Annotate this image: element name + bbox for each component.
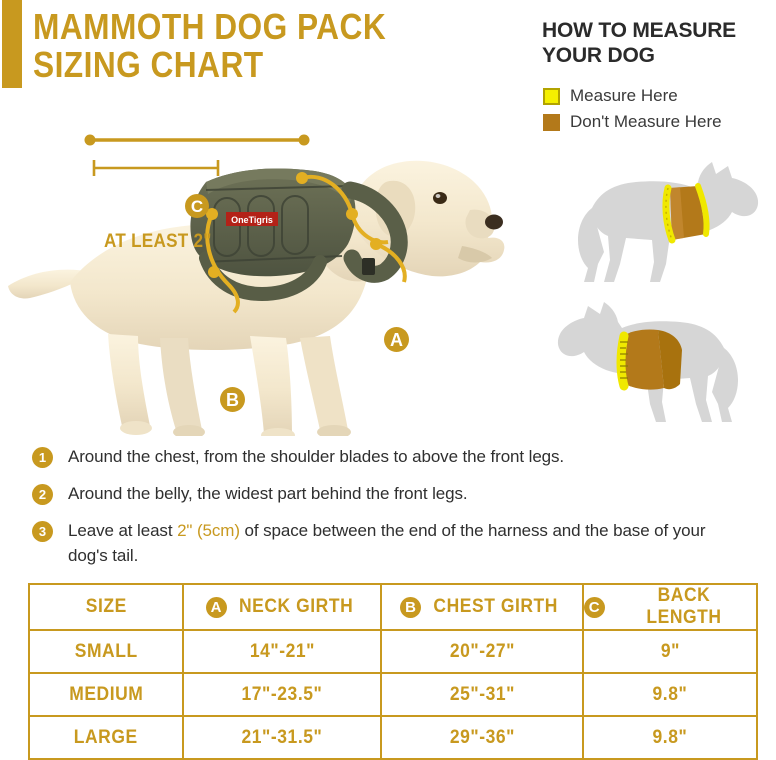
legend-item-dont-measure-here: Don't Measure Here (543, 112, 773, 132)
sizing-table: SIZE A NECK GIRTH B CHEST GIRTH (28, 583, 758, 760)
page-title-line1: MAMMOTH DOG PACK (33, 6, 387, 47)
cell-neck-medium: 17"-23.5" (182, 672, 382, 717)
step-text-3-pre: Leave at least (68, 521, 178, 540)
table-header-neck-girth: A NECK GIRTH (182, 583, 382, 631)
cell-size-small: SMALL (28, 629, 184, 674)
legend-item-measure-here: Measure Here (543, 86, 773, 106)
table-header-back-length: C BACK LENGTH (582, 583, 758, 631)
dimension-line-c (84, 134, 310, 146)
howto-heading: HOW TO MEASURE YOUR DOG (542, 19, 736, 67)
cell-chest-medium: 25"-31" (380, 672, 584, 717)
step-text-3: Leave at least 2" (5cm) of space between… (68, 518, 744, 568)
instruction-item-3: 3 Leave at least 2" (5cm) of space betwe… (32, 518, 744, 568)
step-text-2: Around the belly, the widest part behind… (68, 484, 468, 503)
neck-girth-silhouette (578, 162, 759, 282)
legend-label-dont-measure-here: Don't Measure Here (570, 112, 722, 131)
measuring-tape-icon (616, 331, 629, 391)
step-text-1: Around the chest, from the shoulder blad… (68, 447, 565, 466)
table-header-row: SIZE A NECK GIRTH B CHEST GIRTH (28, 583, 758, 631)
svg-text:OneTigris: OneTigris (231, 215, 273, 225)
cell-text: SMALL (74, 640, 138, 662)
table-header-chest-girth-label: CHEST GIRTH (433, 596, 559, 617)
cell-chest-small: 20"-27" (380, 629, 584, 674)
table-row: SMALL 14"-21" 20"-27" 9" (28, 629, 758, 674)
cell-text: 29"-36" (449, 726, 515, 748)
page-title-line2: SIZING CHART (33, 44, 264, 85)
title-accent-bar (2, 0, 22, 88)
cell-text: 9" (660, 640, 680, 662)
cell-neck-large: 21"-31.5" (182, 715, 382, 760)
cell-text: 17"-23.5" (241, 683, 323, 705)
cell-back-large: 9.8" (582, 715, 758, 760)
instruction-item-1: 1 Around the chest, from the shoulder bl… (32, 444, 744, 469)
cell-neck-small: 14"-21" (182, 629, 382, 674)
cell-text: 25"-31" (449, 683, 515, 705)
legend: Measure Here Don't Measure Here (543, 86, 773, 138)
table-header-back-length-label: BACK LENGTH (646, 585, 722, 628)
chest-girth-silhouette (557, 302, 738, 422)
cell-text: 20"-27" (449, 640, 515, 662)
cell-text: LARGE (74, 726, 138, 748)
table-header-size-label: SIZE (85, 596, 127, 617)
table-header-size: SIZE (28, 583, 184, 631)
cell-text: 9.8" (652, 683, 688, 705)
cell-text: 9.8" (652, 726, 688, 748)
cell-text: 21"-31.5" (241, 726, 323, 748)
legend-swatch-yellow-icon (543, 87, 560, 105)
callout-badge-b: B (220, 387, 245, 412)
chest-band (622, 329, 682, 390)
measuring-tape-icon (662, 183, 710, 244)
step-number-badge-1: 1 (32, 447, 53, 468)
legend-label-measure-here: Measure Here (570, 86, 678, 105)
cell-text: MEDIUM (68, 683, 144, 705)
callout-leader-lines (205, 172, 407, 314)
table-header-badge-c: C (584, 596, 605, 618)
table-header-badge-b: B (400, 596, 422, 618)
cell-size-large: LARGE (28, 715, 184, 760)
cell-size-medium: MEDIUM (28, 672, 184, 717)
table-header-badge-a: A (205, 596, 227, 618)
table-header-neck-girth-label: NECK GIRTH (238, 596, 354, 617)
hero-illustration: OneTigris (0, 86, 540, 436)
legend-swatch-brown-icon (543, 113, 560, 131)
page-title: MAMMOTH DOG PACK SIZING CHART (33, 8, 455, 84)
dog-photo-illustration: OneTigris (8, 134, 505, 436)
table-header-chest-girth: B CHEST GIRTH (380, 583, 584, 631)
measuring-instructions: 1 Around the chest, from the shoulder bl… (32, 444, 744, 580)
neck-band (670, 186, 706, 240)
cell-chest-large: 29"-36" (380, 715, 584, 760)
table-row: MEDIUM 17"-23.5" 25"-31" 9.8" (28, 672, 758, 717)
cell-text: 14"-21" (249, 640, 315, 662)
dimension-line-at-least-2in (92, 160, 220, 176)
instruction-item-2: 2 Around the belly, the widest part behi… (32, 481, 744, 506)
step-text-3-post: of space between the end of the harness … (68, 521, 706, 565)
step-text-3-highlight: 2" (5cm) (177, 521, 240, 540)
cell-back-small: 9" (582, 629, 758, 674)
step-number-badge-3: 3 (32, 521, 53, 542)
step-number-badge-2: 2 (32, 484, 53, 505)
cell-back-medium: 9.8" (582, 672, 758, 717)
dimension-badge-c: C (185, 194, 209, 218)
at-least-2in-label: AT LEAST 2" (104, 231, 212, 252)
callout-badge-a: A (384, 327, 409, 352)
table-row: LARGE 21"-31.5" 29"-36" 9.8" (28, 715, 758, 760)
